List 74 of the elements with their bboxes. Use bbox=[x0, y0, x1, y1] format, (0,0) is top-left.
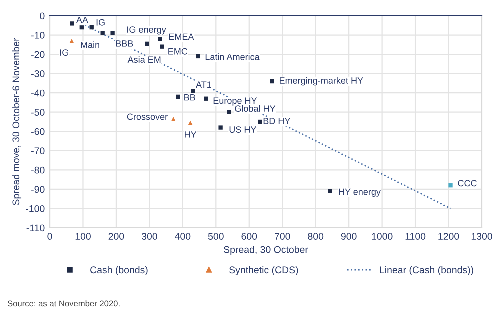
point bbox=[191, 89, 196, 94]
y-tick-label: -90 bbox=[32, 186, 45, 194]
y-tick-label: -50 bbox=[32, 109, 45, 116]
point bbox=[270, 79, 274, 84]
annotation: IG bbox=[96, 19, 105, 26]
point bbox=[227, 110, 232, 114]
point bbox=[176, 94, 180, 100]
point bbox=[328, 189, 332, 194]
point bbox=[196, 54, 200, 59]
x-tick-label: 1000 bbox=[372, 233, 393, 240]
x-tick-label: 600 bbox=[242, 233, 258, 240]
point bbox=[448, 184, 453, 188]
annotation: HY bbox=[185, 132, 197, 138]
x-tick-label: 700 bbox=[275, 233, 290, 240]
annotation: Europe HY bbox=[214, 98, 258, 106]
annotation: BBB bbox=[116, 40, 134, 47]
annotation: HY energy bbox=[339, 188, 381, 197]
annotation: Asia EM bbox=[128, 56, 161, 64]
x-tick-label: 300 bbox=[142, 233, 158, 240]
x-tick-label: 100 bbox=[76, 233, 91, 240]
annotation: IG bbox=[60, 50, 68, 56]
legend-label: Linear (Cash (bonds)) bbox=[380, 266, 474, 276]
annotation: Emerging-market HY bbox=[280, 77, 364, 86]
y-tick-label: -100 bbox=[26, 205, 45, 212]
annotation: Global HY bbox=[235, 105, 276, 112]
x-tick-label: 900 bbox=[341, 233, 357, 240]
point bbox=[145, 42, 150, 46]
y-tick-label: -20 bbox=[32, 51, 45, 58]
x-tick-label: 1300 bbox=[472, 233, 492, 240]
y-tick-label: -10 bbox=[32, 32, 45, 39]
point bbox=[70, 22, 74, 26]
x-tick-label: 1100 bbox=[406, 233, 426, 240]
y-tick-label: -110 bbox=[26, 224, 45, 232]
annotation: BB bbox=[184, 94, 196, 101]
point bbox=[258, 120, 262, 124]
x-tick-label: 800 bbox=[308, 233, 324, 240]
annotation: AT1 bbox=[196, 82, 212, 88]
point bbox=[80, 25, 84, 30]
point bbox=[158, 37, 162, 42]
legend-label: Cash (bonds) bbox=[90, 266, 148, 276]
annotation: US HY bbox=[230, 126, 257, 133]
point bbox=[188, 120, 193, 126]
annotation: IG energy bbox=[128, 26, 166, 35]
x-tick-label: 400 bbox=[175, 233, 191, 240]
annotation: Latin America bbox=[206, 54, 260, 60]
point bbox=[204, 96, 208, 101]
y-tick-label: -40 bbox=[32, 90, 45, 97]
annotation: Crossover bbox=[127, 114, 168, 120]
x-tick-label: 0 bbox=[48, 233, 52, 240]
point bbox=[218, 126, 223, 130]
annotation: BD HY bbox=[264, 118, 291, 124]
y-tick-label: 0 bbox=[40, 12, 45, 20]
y-axis-title: Spread move, 30 October-6 November bbox=[12, 38, 22, 206]
x-axis-title: Spread, 30 October bbox=[224, 246, 308, 256]
point bbox=[90, 25, 94, 30]
annotation: CCC bbox=[458, 180, 477, 187]
point bbox=[110, 31, 115, 36]
y-tick-label: -80 bbox=[32, 166, 45, 174]
y-tick-label: -60 bbox=[32, 128, 45, 136]
x-tick-label: 500 bbox=[208, 233, 224, 240]
x-tick-label: 200 bbox=[108, 233, 124, 240]
point bbox=[70, 38, 74, 44]
legend-label: Synthetic (CDS) bbox=[230, 266, 298, 276]
point bbox=[172, 117, 176, 122]
source-note: Source: as at November 2020. bbox=[8, 300, 120, 307]
annotation: Main bbox=[81, 42, 100, 48]
point bbox=[160, 44, 164, 49]
annotation: AA bbox=[76, 17, 88, 24]
x-tick-label: 1200 bbox=[438, 233, 460, 240]
y-tick-label: -30 bbox=[32, 70, 45, 78]
y-tick-label: -70 bbox=[32, 148, 45, 155]
annotation: EMC bbox=[168, 48, 188, 55]
point bbox=[100, 31, 105, 36]
annotation: EMEA bbox=[169, 34, 194, 40]
